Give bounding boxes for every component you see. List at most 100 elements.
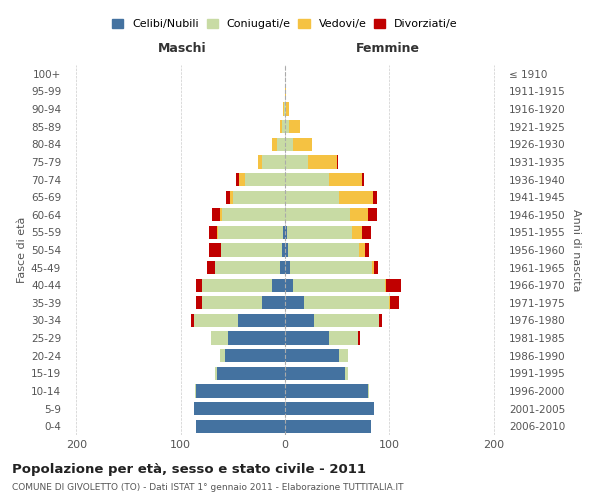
Y-axis label: Anni di nascita: Anni di nascita — [571, 209, 581, 291]
Bar — [379, 314, 382, 327]
Bar — [238, 314, 285, 327]
Bar — [280, 120, 282, 134]
Bar — [385, 278, 386, 292]
Bar — [285, 402, 374, 415]
Bar — [215, 366, 217, 380]
Bar — [285, 190, 339, 204]
Bar — [285, 366, 346, 380]
Bar — [224, 349, 285, 362]
Bar — [282, 120, 285, 134]
Bar — [233, 190, 285, 204]
Bar — [209, 226, 217, 239]
Bar — [277, 138, 285, 151]
Bar — [350, 208, 368, 222]
Bar — [368, 208, 377, 222]
Bar — [239, 173, 245, 186]
Bar — [262, 156, 285, 168]
Bar — [352, 226, 362, 239]
Bar — [359, 244, 365, 256]
Bar — [304, 296, 389, 310]
Bar — [285, 138, 293, 151]
Text: Femmine: Femmine — [356, 42, 420, 56]
Y-axis label: Fasce di età: Fasce di età — [17, 217, 27, 283]
Bar — [362, 226, 371, 239]
Bar — [285, 278, 293, 292]
Bar — [391, 296, 398, 310]
Bar — [373, 190, 377, 204]
Bar — [286, 102, 289, 116]
Bar — [337, 156, 338, 168]
Bar — [194, 314, 238, 327]
Bar — [220, 208, 223, 222]
Bar — [194, 402, 285, 415]
Bar — [293, 278, 385, 292]
Bar — [386, 278, 401, 292]
Bar — [217, 366, 285, 380]
Bar — [196, 278, 202, 292]
Bar — [346, 366, 347, 380]
Bar — [285, 244, 288, 256]
Text: Maschi: Maschi — [158, 42, 206, 56]
Bar — [285, 173, 329, 186]
Bar — [358, 332, 360, 344]
Bar — [220, 349, 224, 362]
Bar — [212, 208, 220, 222]
Bar — [362, 173, 364, 186]
Bar — [293, 138, 312, 151]
Bar — [209, 244, 221, 256]
Bar — [221, 244, 282, 256]
Bar — [285, 102, 286, 116]
Bar — [285, 85, 286, 98]
Bar — [285, 349, 339, 362]
Bar — [226, 190, 230, 204]
Bar — [283, 102, 284, 116]
Bar — [285, 120, 289, 134]
Bar — [285, 226, 287, 239]
Bar — [371, 261, 374, 274]
Bar — [285, 332, 329, 344]
Bar — [272, 138, 277, 151]
Bar — [202, 278, 272, 292]
Text: COMUNE DI GIVOLETTO (TO) - Dati ISTAT 1° gennaio 2011 - Elaborazione TUTTITALIA.: COMUNE DI GIVOLETTO (TO) - Dati ISTAT 1°… — [12, 484, 404, 492]
Bar — [217, 226, 218, 239]
Bar — [215, 261, 280, 274]
Legend: Celibi/Nubili, Coniugati/e, Vedovi/e, Divorziati/e: Celibi/Nubili, Coniugati/e, Vedovi/e, Di… — [112, 19, 458, 29]
Bar — [285, 156, 308, 168]
Bar — [285, 296, 304, 310]
Bar — [285, 261, 290, 274]
Bar — [283, 226, 285, 239]
Bar — [236, 173, 239, 186]
Bar — [282, 244, 285, 256]
Bar — [287, 226, 352, 239]
Bar — [272, 278, 285, 292]
Bar — [211, 332, 227, 344]
Bar — [207, 261, 215, 274]
Bar — [285, 208, 350, 222]
Bar — [285, 384, 368, 398]
Bar — [280, 261, 285, 274]
Bar — [230, 190, 233, 204]
Bar — [365, 244, 370, 256]
Bar — [285, 420, 371, 433]
Bar — [218, 226, 283, 239]
Bar — [389, 296, 391, 310]
Bar — [202, 296, 262, 310]
Bar — [308, 156, 337, 168]
Text: Popolazione per età, sesso e stato civile - 2011: Popolazione per età, sesso e stato civil… — [12, 462, 366, 475]
Bar — [227, 332, 285, 344]
Bar — [223, 208, 285, 222]
Bar — [339, 349, 347, 362]
Bar — [288, 244, 359, 256]
Bar — [290, 261, 371, 274]
Bar — [289, 120, 299, 134]
Bar — [314, 314, 379, 327]
Bar — [258, 156, 262, 168]
Bar — [329, 173, 362, 186]
Bar — [196, 296, 202, 310]
Bar — [374, 261, 378, 274]
Bar — [196, 384, 285, 398]
Bar — [368, 384, 370, 398]
Bar — [191, 314, 194, 327]
Bar — [329, 332, 358, 344]
Bar — [245, 173, 285, 186]
